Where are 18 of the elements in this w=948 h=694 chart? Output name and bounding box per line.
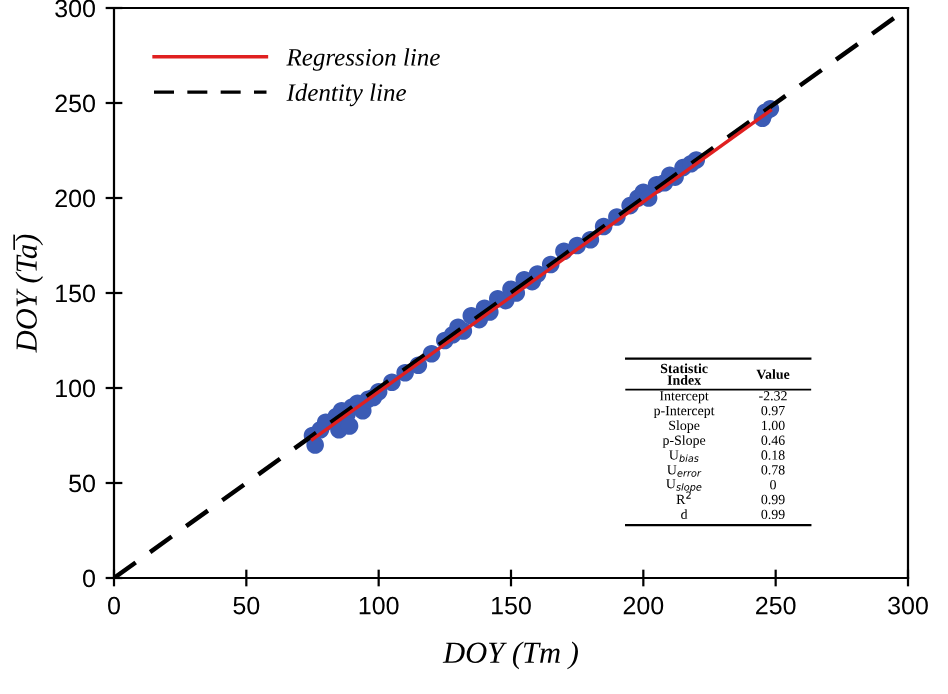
x-tick-label: 0 [108, 596, 120, 615]
y-tick-label: 150 [56, 284, 95, 303]
y-tick-label: 0 [83, 569, 95, 588]
x-tick-label: 200 [623, 596, 664, 615]
y-tick-label: 200 [55, 189, 95, 208]
x-tick-label: 50 [233, 596, 260, 615]
x-tick-label: 250 [756, 596, 796, 615]
x-tick-label: 100 [359, 596, 399, 615]
y-tick-label: 300 [55, 0, 95, 18]
y-tick-label: 50 [69, 474, 95, 493]
x-tick-label: 150 [492, 596, 531, 615]
legend-label: Regression line [286, 48, 440, 71]
x-axis-title: DOY (Tm ) [442, 641, 578, 670]
y-axis-title: DOY (Ta̅) [13, 234, 44, 353]
y-tick-label: 100 [56, 379, 95, 398]
x-tick-label: 300 [888, 596, 928, 615]
legend-label: Identity line [286, 83, 407, 107]
y-tick-label: 250 [55, 94, 95, 113]
